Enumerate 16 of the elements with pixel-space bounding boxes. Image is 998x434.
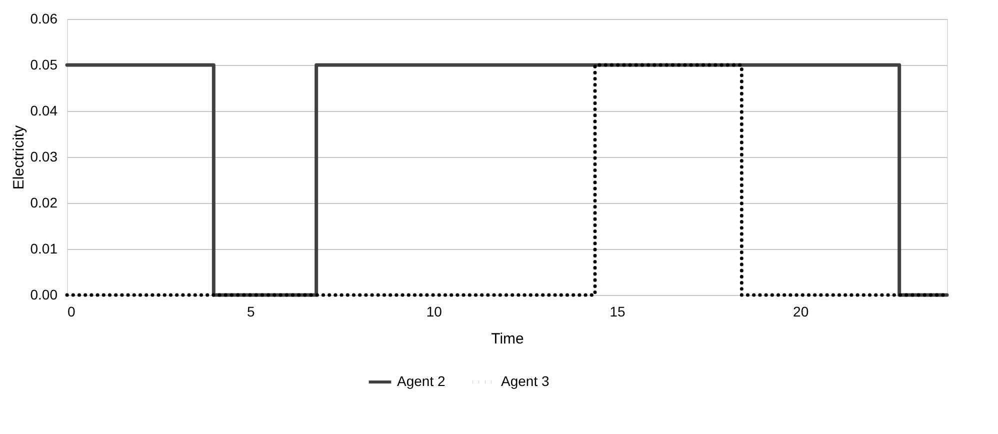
x-tick-label: 0 — [68, 304, 76, 320]
y-tick-label: 0.00 — [30, 286, 58, 302]
x-tick-label: 20 — [793, 304, 809, 320]
y-axis-title: Electricity — [10, 124, 28, 190]
y-tick-label: 0.03 — [30, 148, 58, 164]
y-tick-label: 0.05 — [30, 56, 58, 72]
x-tick-label: 5 — [246, 304, 255, 320]
x-axis-title: Time — [491, 330, 524, 348]
y-tick-label: 0.02 — [30, 194, 58, 210]
x-tick-label: 10 — [426, 304, 442, 320]
x-tick-label: 15 — [610, 304, 626, 320]
y-tick-label: 0.06 — [30, 10, 58, 26]
y-tick-label: 0.04 — [30, 102, 58, 118]
legend-label: Agent 2 — [397, 373, 446, 389]
y-tick-label: 0.01 — [30, 240, 58, 256]
legend-label: Agent 3 — [501, 373, 550, 389]
